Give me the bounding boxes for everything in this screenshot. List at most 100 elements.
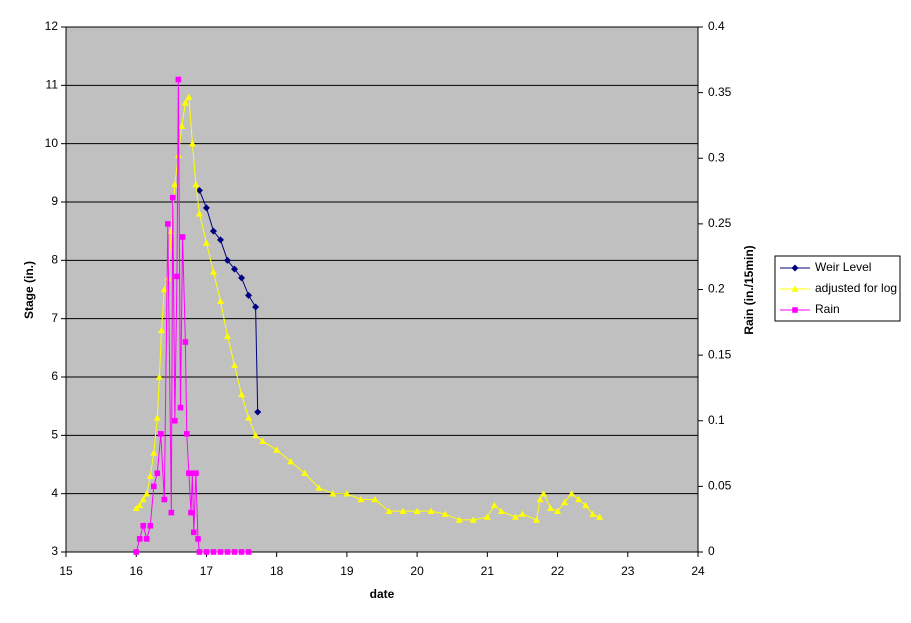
marker: [596, 513, 604, 520]
x-tick-label: 19: [340, 564, 354, 578]
marker: [357, 496, 365, 503]
marker: [165, 221, 171, 227]
marker: [554, 507, 562, 514]
y-tick-label: 11: [46, 78, 59, 92]
x-axis-title: date: [370, 587, 395, 601]
legend-label: adjusted for log: [815, 281, 897, 295]
marker: [245, 549, 252, 555]
series-line: [198, 190, 259, 413]
marker: [168, 509, 175, 516]
marker: [238, 391, 246, 398]
legend-marker: [791, 285, 799, 292]
y-tick-label: 6: [51, 369, 58, 383]
y2-tick-label: 0.2: [708, 282, 725, 296]
y-tick-label: 7: [51, 311, 58, 325]
marker: [217, 549, 224, 555]
marker: [195, 186, 203, 194]
marker: [547, 504, 555, 512]
marker: [153, 414, 161, 421]
marker: [483, 513, 491, 520]
x-tick-label: 22: [551, 564, 565, 578]
marker: [161, 496, 168, 503]
marker: [196, 549, 203, 555]
y2-tick-label: 0.35: [708, 85, 732, 99]
marker: [179, 234, 186, 240]
marker: [182, 339, 189, 345]
marker: [154, 470, 161, 477]
marker: [210, 549, 217, 555]
marker: [469, 516, 477, 523]
y-axis-title: Stage (in.): [22, 261, 36, 319]
marker: [158, 431, 164, 437]
x-tick-label: 24: [691, 564, 705, 578]
marker: [181, 99, 189, 106]
marker: [245, 414, 253, 421]
y-tick-label: 9: [51, 194, 58, 208]
marker: [136, 536, 143, 542]
marker: [164, 274, 172, 281]
y-tick-label: 3: [51, 544, 58, 558]
y-tick-label: 4: [51, 486, 58, 500]
y-tick-label: 5: [51, 428, 58, 442]
marker: [224, 256, 232, 264]
marker: [158, 326, 166, 334]
marker: [175, 76, 182, 83]
marker: [202, 204, 210, 212]
marker: [192, 181, 200, 188]
marker: [150, 483, 157, 490]
marker: [532, 516, 540, 523]
marker: [518, 510, 526, 517]
marker: [511, 513, 519, 520]
marker: [185, 93, 193, 100]
marker: [183, 431, 190, 437]
marker: [193, 470, 199, 477]
marker: [150, 449, 158, 456]
marker: [582, 501, 590, 509]
y2-tick-label: 0: [708, 544, 715, 558]
y2-tick-label: 0.4: [708, 19, 725, 33]
y2-tick-label: 0.1: [708, 413, 725, 427]
marker: [540, 490, 548, 497]
marker: [254, 408, 262, 416]
marker: [441, 510, 449, 517]
plot-area: [65, 26, 699, 553]
marker: [209, 227, 217, 235]
marker: [177, 404, 184, 411]
marker: [171, 181, 179, 188]
y2-tick-label: 0.3: [708, 150, 725, 164]
marker: [329, 490, 337, 497]
legend-marker: [791, 264, 799, 272]
marker: [497, 507, 505, 514]
marker: [143, 490, 151, 497]
marker: [589, 510, 597, 517]
marker: [536, 496, 544, 503]
marker: [385, 507, 393, 514]
marker: [143, 536, 150, 542]
marker: [140, 522, 147, 529]
x-tick-label: 20: [410, 564, 424, 578]
marker: [455, 516, 463, 523]
marker: [147, 522, 154, 529]
legend-marker: [792, 307, 798, 313]
x-tick-label: 23: [621, 564, 635, 578]
marker: [191, 529, 197, 536]
y2-tick-label: 0.05: [708, 479, 732, 493]
legend-label: Weir Level: [815, 260, 871, 274]
x-tick-label: 18: [270, 564, 284, 578]
marker: [413, 507, 421, 514]
marker: [136, 501, 144, 509]
marker: [231, 549, 238, 555]
marker: [155, 373, 163, 380]
x-tick-label: 16: [130, 564, 144, 578]
marker: [224, 332, 232, 339]
marker: [490, 501, 498, 509]
y-tick-label: 8: [51, 253, 58, 267]
marker: [188, 509, 194, 516]
marker: [315, 484, 323, 491]
x-tick-label: 21: [481, 564, 495, 578]
marker: [172, 417, 178, 424]
marker: [231, 361, 239, 369]
marker: [568, 490, 576, 497]
